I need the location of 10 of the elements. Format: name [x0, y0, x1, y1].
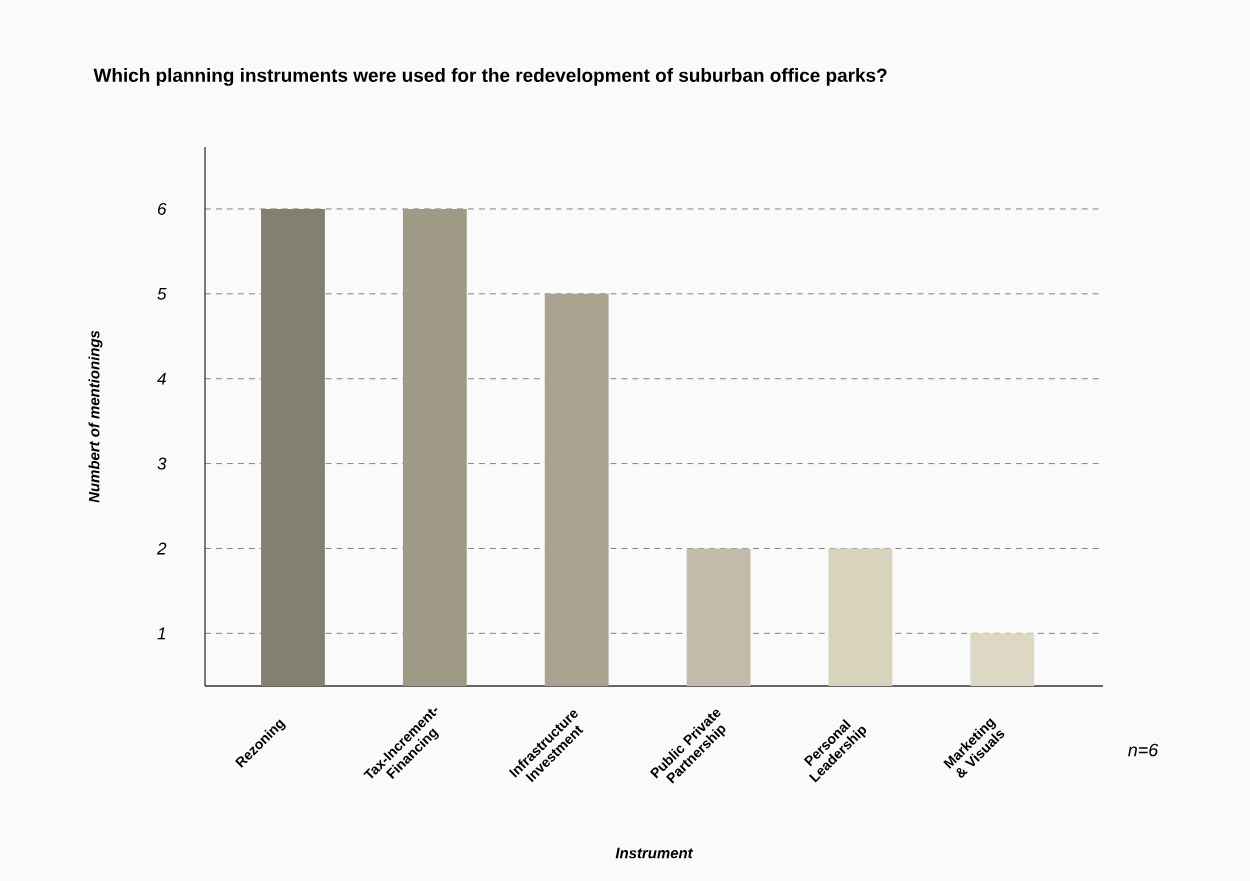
y-axis-title: Numbert of mentionings [88, 330, 103, 503]
y-tick-label: 3 [157, 457, 167, 470]
y-tick-label: 6 [158, 202, 167, 215]
chart-title: Which planning instruments were used for the redevelopment of suburban office parks? [93, 68, 887, 86]
y-tick-label: 4 [157, 372, 166, 385]
y-tick-label: 1 [157, 627, 166, 640]
y-tick-label: 5 [157, 287, 167, 300]
y-tick-label: 2 [156, 542, 167, 555]
x-axis-title: Instrument [615, 847, 694, 859]
text: n=6 [1128, 743, 1159, 757]
